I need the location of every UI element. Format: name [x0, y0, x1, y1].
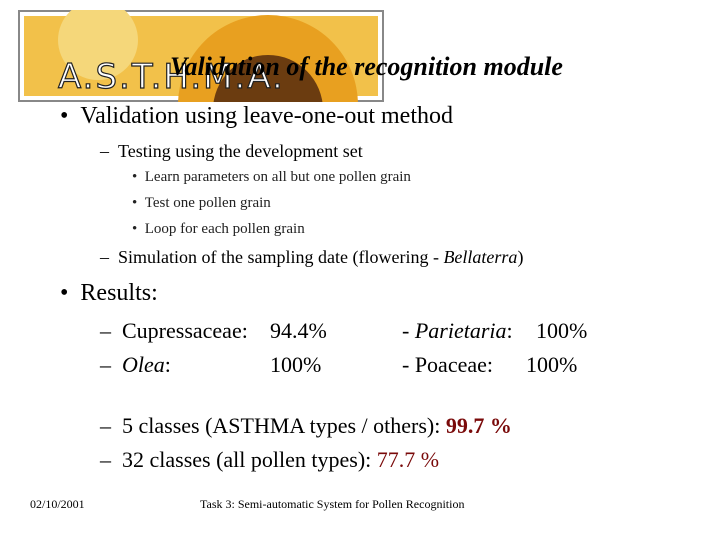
step: • Learn parameters on all but one pollen…: [132, 169, 411, 185]
heading: Validation using leave-one-out method: [80, 103, 453, 129]
logo: A.S.T.H.M.A.: [18, 10, 384, 102]
dash: -: [402, 318, 415, 343]
text: ): [517, 247, 524, 267]
text: Simulation of the sampling date (floweri…: [118, 247, 444, 267]
score: 77.7 %: [376, 447, 440, 472]
text: Test one pollen grain: [144, 195, 271, 211]
text: Learn parameters on all but one pollen g…: [144, 169, 411, 185]
text: Loop for each pollen grain: [144, 221, 305, 237]
value: 100%: [526, 352, 578, 377]
bullet-2: • Results:: [60, 280, 158, 306]
logo-text: A.S.T.H.M.A.: [58, 57, 285, 97]
result: – Cupressaceae:: [100, 318, 248, 343]
result: - Parietaria:: [402, 318, 513, 344]
classes: – 32 classes (all pollen types): 77.7 %: [100, 447, 440, 472]
sub-bullet: – Testing using the development set: [100, 141, 363, 161]
step: • Test one pollen grain: [132, 195, 271, 211]
sub-bullet: – Simulation of the sampling date (flowe…: [100, 247, 524, 267]
colon: :: [506, 318, 513, 343]
name: Olea: [122, 352, 165, 377]
value: 100%: [536, 318, 588, 343]
name: Parietaria: [414, 318, 507, 343]
classes: – 5 classes (ASTHMA types / others): 99.…: [100, 413, 512, 438]
heading: Results:: [80, 280, 158, 306]
result: - Poaceae:: [402, 352, 493, 377]
result: – Olea:: [100, 352, 171, 377]
label: 5 classes (ASTHMA types / others):: [122, 413, 446, 438]
score: 99.7 %: [445, 413, 512, 438]
text: Testing using the development set: [118, 141, 363, 161]
step: • Loop for each pollen grain: [132, 221, 305, 237]
title: Validation of the recognition module: [170, 52, 563, 81]
place: Bellaterra: [443, 247, 518, 267]
footer-caption: Task 3: Semi-automatic System for Pollen…: [200, 497, 465, 511]
value: 94.4%: [270, 318, 327, 343]
label: 32 classes (all pollen types):: [122, 447, 377, 472]
footer-date: 02/10/2001: [30, 497, 85, 511]
name: Cupressaceae:: [122, 318, 248, 343]
value: 100%: [270, 352, 322, 377]
colon: :: [164, 352, 171, 377]
bullet-1: • Validation using leave-one-out method: [60, 103, 453, 129]
